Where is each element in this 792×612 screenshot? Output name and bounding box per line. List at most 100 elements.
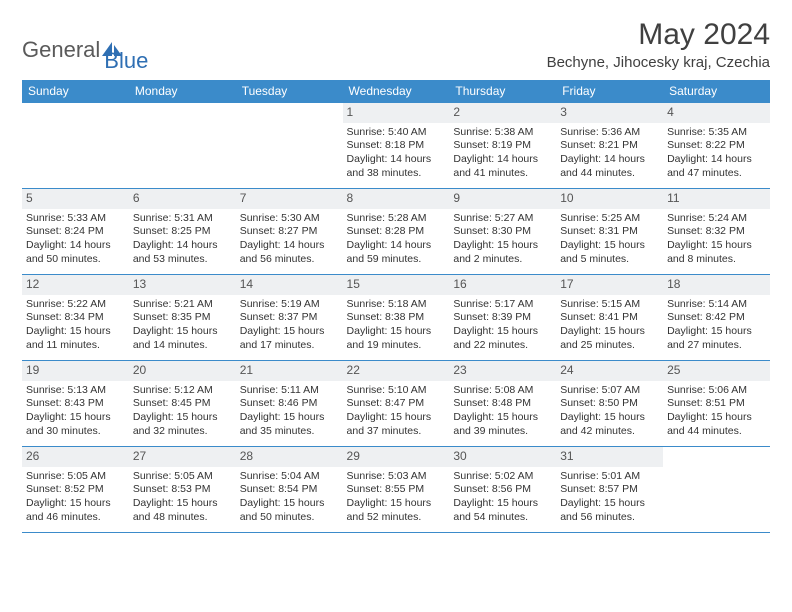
- header: General Blue May 2024 Bechyne, Jihocesky…: [22, 18, 770, 74]
- calendar-day-cell: 4Sunrise: 5:35 AMSunset: 8:22 PMDaylight…: [663, 103, 770, 189]
- day-number: 19: [22, 361, 129, 381]
- day-detail-line: Daylight: 15 hours: [26, 325, 125, 339]
- day-detail-line: and 17 minutes.: [240, 339, 339, 353]
- day-detail-line: Sunrise: 5:28 AM: [347, 212, 446, 226]
- day-detail-line: and 25 minutes.: [560, 339, 659, 353]
- calendar-day-cell: 15Sunrise: 5:18 AMSunset: 8:38 PMDayligh…: [343, 275, 450, 361]
- day-detail-line: and 50 minutes.: [240, 511, 339, 525]
- day-detail-line: Sunrise: 5:21 AM: [133, 298, 232, 312]
- day-detail-line: Sunset: 8:50 PM: [560, 397, 659, 411]
- calendar-week-row: 5Sunrise: 5:33 AMSunset: 8:24 PMDaylight…: [22, 189, 770, 275]
- day-number: 3: [556, 103, 663, 123]
- calendar-day-cell: 12Sunrise: 5:22 AMSunset: 8:34 PMDayligh…: [22, 275, 129, 361]
- day-detail-line: Sunrise: 5:30 AM: [240, 212, 339, 226]
- weekday-header: Tuesday: [236, 80, 343, 103]
- day-detail-line: and 2 minutes.: [453, 253, 552, 267]
- day-detail-line: Sunset: 8:35 PM: [133, 311, 232, 325]
- day-detail-line: and 54 minutes.: [453, 511, 552, 525]
- day-detail-line: Sunrise: 5:18 AM: [347, 298, 446, 312]
- calendar-table: SundayMondayTuesdayWednesdayThursdayFrid…: [22, 80, 770, 533]
- day-detail-line: Sunset: 8:37 PM: [240, 311, 339, 325]
- day-number: 2: [449, 103, 556, 123]
- day-detail-line: and 8 minutes.: [667, 253, 766, 267]
- calendar-day-cell: 7Sunrise: 5:30 AMSunset: 8:27 PMDaylight…: [236, 189, 343, 275]
- day-detail-line: Sunset: 8:28 PM: [347, 225, 446, 239]
- calendar-day-cell: 17Sunrise: 5:15 AMSunset: 8:41 PMDayligh…: [556, 275, 663, 361]
- day-detail-line: Sunrise: 5:40 AM: [347, 126, 446, 140]
- calendar-week-row: 12Sunrise: 5:22 AMSunset: 8:34 PMDayligh…: [22, 275, 770, 361]
- weekday-header: Sunday: [22, 80, 129, 103]
- day-number: 7: [236, 189, 343, 209]
- day-detail-line: Sunrise: 5:36 AM: [560, 126, 659, 140]
- logo-text-general: General: [22, 37, 100, 63]
- day-number: 14: [236, 275, 343, 295]
- day-detail-line: Sunrise: 5:17 AM: [453, 298, 552, 312]
- day-detail-line: and 47 minutes.: [667, 167, 766, 181]
- month-title: May 2024: [547, 18, 770, 52]
- day-number: 21: [236, 361, 343, 381]
- calendar-day-cell: [129, 103, 236, 189]
- weekday-header: Monday: [129, 80, 236, 103]
- day-detail-line: Sunrise: 5:38 AM: [453, 126, 552, 140]
- day-number: 25: [663, 361, 770, 381]
- day-detail-line: Daylight: 14 hours: [453, 153, 552, 167]
- day-detail-line: Sunrise: 5:27 AM: [453, 212, 552, 226]
- day-detail-line: Sunset: 8:30 PM: [453, 225, 552, 239]
- day-detail-line: and 14 minutes.: [133, 339, 232, 353]
- day-detail-line: Sunset: 8:34 PM: [26, 311, 125, 325]
- day-detail-line: Sunrise: 5:01 AM: [560, 470, 659, 484]
- calendar-day-cell: 26Sunrise: 5:05 AMSunset: 8:52 PMDayligh…: [22, 447, 129, 533]
- calendar-day-cell: 23Sunrise: 5:08 AMSunset: 8:48 PMDayligh…: [449, 361, 556, 447]
- calendar-day-cell: 2 Sunrise: 5:38 AMSunset: 8:19 PMDaylight…: [449, 103, 556, 189]
- day-number: 9: [449, 189, 556, 209]
- day-number: 15: [343, 275, 450, 295]
- calendar-day-cell: 25Sunrise: 5:06 AMSunset: 8:51 PMDayligh…: [663, 361, 770, 447]
- day-detail-line: and 32 minutes.: [133, 425, 232, 439]
- day-detail-line: Daylight: 14 hours: [347, 153, 446, 167]
- calendar-body: 1Sunrise: 5:40 AMSunset: 8:18 PMDaylight…: [22, 103, 770, 533]
- day-detail-line: Daylight: 15 hours: [240, 497, 339, 511]
- day-detail-line: Daylight: 15 hours: [133, 411, 232, 425]
- day-detail-line: Sunrise: 5:05 AM: [133, 470, 232, 484]
- day-number: 26: [22, 447, 129, 467]
- day-detail-line: and 42 minutes.: [560, 425, 659, 439]
- day-number: 10: [556, 189, 663, 209]
- day-detail-line: Daylight: 15 hours: [347, 325, 446, 339]
- calendar-header-row: SundayMondayTuesdayWednesdayThursdayFrid…: [22, 80, 770, 103]
- calendar-day-cell: 21Sunrise: 5:11 AMSunset: 8:46 PMDayligh…: [236, 361, 343, 447]
- day-detail-line: Sunset: 8:24 PM: [26, 225, 125, 239]
- day-detail-line: and 11 minutes.: [26, 339, 125, 353]
- day-detail-line: Sunset: 8:39 PM: [453, 311, 552, 325]
- day-detail-line: and 19 minutes.: [347, 339, 446, 353]
- day-detail-line: Daylight: 15 hours: [347, 411, 446, 425]
- day-detail-line: Sunset: 8:57 PM: [560, 483, 659, 497]
- day-detail-line: Daylight: 14 hours: [667, 153, 766, 167]
- day-detail-line: Sunset: 8:21 PM: [560, 139, 659, 153]
- calendar-day-cell: 18Sunrise: 5:14 AMSunset: 8:42 PMDayligh…: [663, 275, 770, 361]
- day-detail-line: Sunset: 8:56 PM: [453, 483, 552, 497]
- day-detail-line: Sunrise: 5:15 AM: [560, 298, 659, 312]
- calendar-day-cell: 5Sunrise: 5:33 AMSunset: 8:24 PMDaylight…: [22, 189, 129, 275]
- day-detail-line: Sunrise: 5:12 AM: [133, 384, 232, 398]
- day-detail-line: Sunrise: 5:31 AM: [133, 212, 232, 226]
- logo: General Blue: [22, 26, 148, 74]
- calendar-day-cell: 24Sunrise: 5:07 AMSunset: 8:50 PMDayligh…: [556, 361, 663, 447]
- day-number: 31: [556, 447, 663, 467]
- day-number: 20: [129, 361, 236, 381]
- day-number: 17: [556, 275, 663, 295]
- day-detail-line: and 38 minutes.: [347, 167, 446, 181]
- calendar-day-cell: [663, 447, 770, 533]
- day-detail-line: and 48 minutes.: [133, 511, 232, 525]
- day-detail-line: Sunrise: 5:02 AM: [453, 470, 552, 484]
- day-detail-line: Sunset: 8:19 PM: [453, 139, 552, 153]
- day-detail-line: Sunrise: 5:03 AM: [347, 470, 446, 484]
- day-detail-line: Sunrise: 5:08 AM: [453, 384, 552, 398]
- day-detail-line: and 22 minutes.: [453, 339, 552, 353]
- location-text: Bechyne, Jihocesky kraj, Czechia: [547, 54, 770, 71]
- calendar-day-cell: [236, 103, 343, 189]
- day-detail-line: Sunrise: 5:05 AM: [26, 470, 125, 484]
- day-number: 4: [663, 103, 770, 123]
- day-detail-line: Daylight: 15 hours: [240, 411, 339, 425]
- day-number: 6: [129, 189, 236, 209]
- day-detail-line: Daylight: 15 hours: [453, 411, 552, 425]
